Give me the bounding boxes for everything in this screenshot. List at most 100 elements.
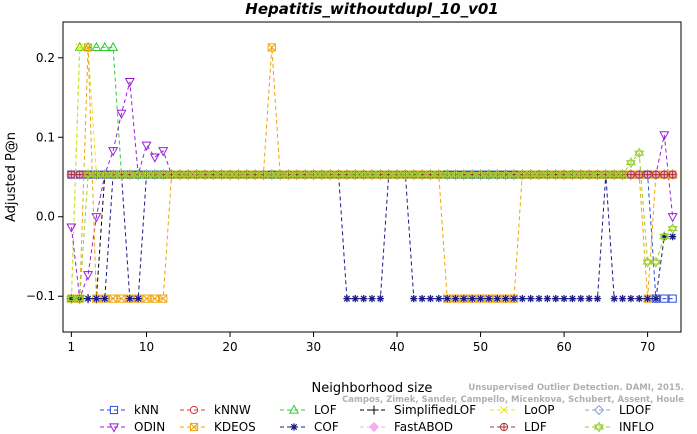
- point-lof-5: [99, 41, 110, 52]
- point-inflo-41: [400, 169, 411, 181]
- x-tick-label-30: 30: [306, 340, 321, 354]
- point-odin-11: [149, 153, 160, 163]
- legend-marker-lof: [288, 404, 300, 414]
- point-inflo-72: [659, 231, 670, 243]
- point-inflo-63: [584, 169, 595, 181]
- point-cof-73: [669, 233, 677, 241]
- point-cof-53: [502, 295, 510, 303]
- point-cof-70: [643, 295, 652, 303]
- point-cof-63: [585, 295, 593, 303]
- point-ldf-1: [67, 170, 76, 179]
- x-tick-label-10: 10: [139, 340, 154, 354]
- point-inflo-58: [542, 169, 553, 181]
- point-inflo-70: [642, 256, 653, 268]
- point-cof-38: [376, 295, 384, 303]
- point-knn-72: [660, 294, 669, 303]
- point-inflo-8: [124, 169, 135, 181]
- point-cof-52: [493, 295, 501, 303]
- legend-label-loop: LoOP: [524, 403, 555, 417]
- point-inflo-54: [508, 169, 520, 181]
- point-inflo-22: [241, 169, 252, 181]
- legend-label-ldf: LDF: [524, 420, 547, 434]
- legend-item-inflo: INFLO: [585, 420, 654, 434]
- legend-item-kdeos: KDEOS: [180, 420, 256, 434]
- point-inflo-9: [133, 169, 144, 181]
- point-cof-57: [535, 295, 543, 303]
- point-inflo-28: [291, 169, 302, 181]
- point-ldf-69: [635, 170, 644, 179]
- series-odin: [66, 78, 678, 305]
- point-odin-10: [141, 141, 152, 151]
- point-inflo-68: [625, 157, 637, 169]
- series-line-inflo: [71, 151, 673, 300]
- point-cof-58: [543, 295, 551, 303]
- point-inflo-27: [283, 169, 294, 181]
- point-ldf-73: [668, 170, 677, 179]
- legend-marker-inflo: [593, 421, 605, 433]
- point-kdeos-10: [142, 294, 151, 303]
- legend-item-ldof: LDOF: [585, 403, 651, 417]
- point-ldf-70: [643, 170, 652, 179]
- point-inflo-30: [308, 169, 319, 181]
- series-line-odin: [70, 81, 674, 299]
- legend-marker-loop: [500, 406, 508, 414]
- legend-label-ldof: LDOF: [619, 403, 651, 417]
- x-tick-label-50: 50: [473, 340, 488, 354]
- legend-label-knnw: kNNW: [214, 403, 251, 417]
- point-inflo-31: [316, 169, 328, 181]
- point-odin-8: [124, 78, 135, 88]
- point-cof-68: [627, 295, 635, 303]
- point-cof-51: [485, 295, 493, 303]
- point-inflo-53: [500, 169, 511, 181]
- point-inflo-49: [467, 169, 478, 181]
- point-cof-66: [610, 295, 618, 303]
- point-inflo-5: [99, 169, 110, 181]
- point-inflo-13: [166, 169, 177, 181]
- point-lof-6: [108, 41, 119, 52]
- x-axis-label: Neighborhood size: [312, 381, 433, 396]
- point-inflo-15: [183, 169, 194, 181]
- legend-item-fastabod: FastABOD: [360, 420, 453, 434]
- point-inflo-7: [116, 169, 127, 181]
- legend-label-odin: ODIN: [134, 420, 165, 434]
- point-inflo-45: [433, 169, 444, 181]
- point-odin-73: [667, 213, 678, 223]
- legend-label-knn: kNN: [134, 403, 159, 417]
- point-cof-35: [351, 295, 359, 303]
- legend-item-odin: ODIN: [100, 420, 165, 434]
- point-cof-72: [660, 233, 668, 241]
- point-inflo-47: [450, 169, 461, 181]
- point-cof-36: [360, 295, 368, 303]
- point-inflo-37: [366, 169, 378, 181]
- plot-frame: [62, 21, 682, 333]
- point-loop-2: [75, 43, 84, 52]
- point-cof-44: [426, 295, 435, 303]
- point-cof-60: [560, 295, 568, 303]
- point-inflo-4: [91, 169, 102, 181]
- point-inflo-44: [425, 169, 436, 181]
- point-cof-3: [84, 295, 92, 303]
- point-inflo-43: [416, 169, 428, 181]
- point-inflo-40: [391, 169, 403, 181]
- legend-marker-kdeos: [189, 422, 199, 432]
- point-inflo-23: [249, 169, 261, 181]
- legend-label-kdeos: KDEOS: [214, 420, 256, 434]
- point-inflo-60: [558, 169, 570, 181]
- legend-item-knn: kNN: [100, 403, 159, 417]
- point-inflo-39: [383, 169, 394, 181]
- point-cof-43: [418, 295, 426, 303]
- point-odin-4: [91, 213, 102, 223]
- point-inflo-19: [216, 169, 227, 181]
- point-inflo-14: [174, 169, 186, 181]
- point-inflo-57: [533, 169, 545, 181]
- legend-label-inflo: INFLO: [619, 420, 654, 434]
- legend-item-cof: COF: [280, 420, 339, 434]
- point-cof-1: [67, 295, 75, 303]
- point-odin-7: [116, 109, 127, 120]
- point-odin-6: [108, 147, 119, 157]
- point-cof-64: [593, 295, 602, 303]
- point-cof-67: [618, 295, 627, 303]
- point-cof-47: [451, 295, 460, 303]
- legend-item-ldf: LDF: [490, 420, 547, 434]
